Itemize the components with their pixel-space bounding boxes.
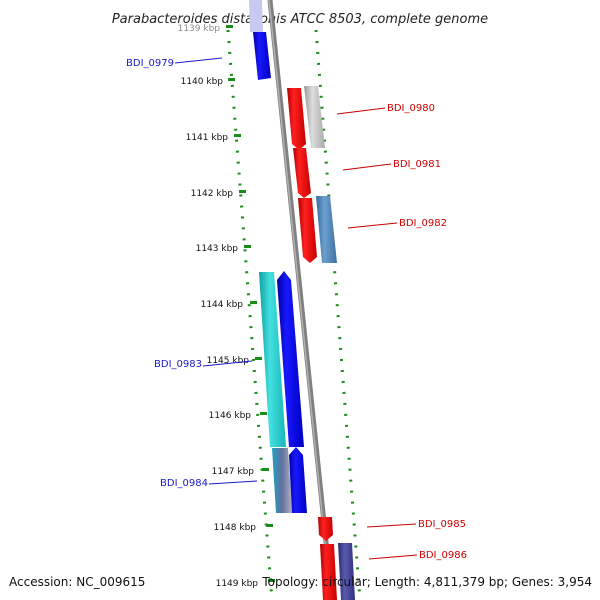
gene-bdi-0982-partner xyxy=(316,196,337,263)
tick-mark-1149 xyxy=(268,579,275,582)
gene-label-bdi-0986[interactable]: BDI_0986 xyxy=(419,550,467,561)
tick-label-1147: 1147 kbp xyxy=(212,467,255,477)
tick-mark-1144 xyxy=(250,301,257,304)
tick-mark-1148 xyxy=(266,524,273,527)
accession-label: Accession: NC_009615 xyxy=(9,575,145,589)
gene-label-bdi-0980[interactable]: BDI_0980 xyxy=(387,103,435,114)
gene-labels: BDI_0979 BDI_0980 BDI_0981 BDI_0982 BDI_… xyxy=(126,57,467,561)
tick-mark-1143 xyxy=(244,245,251,248)
gene-label-bdi-0979[interactable]: BDI_0979 xyxy=(126,58,174,69)
tick-mark-1141 xyxy=(234,134,241,137)
tick-label-1145: 1145 kbp xyxy=(207,356,250,366)
gene-bdi-0979-shadow xyxy=(249,0,263,32)
tick-mark-1147 xyxy=(262,468,269,471)
tick-label-1141: 1141 kbp xyxy=(186,133,229,143)
genome-backbone xyxy=(267,0,335,600)
gene-label-bdi-0981[interactable]: BDI_0981 xyxy=(393,159,441,170)
tick-mark-1145 xyxy=(255,357,262,360)
map-title: Parabacteroides distasonis ATCC 8503, co… xyxy=(112,12,488,27)
tick-label-1142: 1142 kbp xyxy=(191,189,234,199)
gene-label-bdi-0982[interactable]: BDI_0982 xyxy=(399,218,447,229)
tick-mark-1146 xyxy=(260,412,267,415)
gene-bdi-0985[interactable] xyxy=(318,517,333,541)
tick-label-1146: 1146 kbp xyxy=(209,411,252,421)
gene-bdi-0984[interactable] xyxy=(272,448,292,513)
gene-bdi-0984-partner xyxy=(289,447,307,513)
gene-label-bdi-0984[interactable]: BDI_0984 xyxy=(160,478,208,489)
gene-bdi-0982[interactable] xyxy=(298,198,317,263)
gene-bdi-0980[interactable] xyxy=(287,88,306,150)
gene-bdi-0986[interactable] xyxy=(320,544,337,600)
gene-bdi-0979[interactable] xyxy=(253,32,271,80)
gene-label-bdi-0985[interactable]: BDI_0985 xyxy=(418,519,466,530)
tick-label-1143: 1143 kbp xyxy=(196,244,239,254)
gene-label-bdi-0983[interactable]: BDI_0983 xyxy=(154,359,202,370)
ruler: 1139 kbp 1140 kbp 1141 kbp 1142 kbp 1143… xyxy=(178,24,275,589)
tick-label-1148: 1148 kbp xyxy=(214,523,257,533)
tick-mark-1139 xyxy=(226,25,233,28)
gene-bdi-0980-partner xyxy=(304,86,325,148)
tick-mark-1142 xyxy=(239,190,246,193)
genome-summary: Topology: circular; Length: 4,811,379 bp… xyxy=(261,575,592,589)
tick-mark-1140 xyxy=(228,78,235,81)
gene-bdi-0983-partner xyxy=(277,271,304,447)
gene-features xyxy=(249,0,355,600)
tick-label-1139: 1139 kbp xyxy=(178,24,221,34)
tick-label-1144: 1144 kbp xyxy=(201,300,244,310)
tick-label-1140: 1140 kbp xyxy=(181,77,224,87)
gene-bdi-0983[interactable] xyxy=(259,272,286,447)
gene-bdi-0986-partner xyxy=(338,543,355,600)
tick-label-1149: 1149 kbp xyxy=(216,579,259,589)
gene-bdi-0981[interactable] xyxy=(293,148,311,198)
